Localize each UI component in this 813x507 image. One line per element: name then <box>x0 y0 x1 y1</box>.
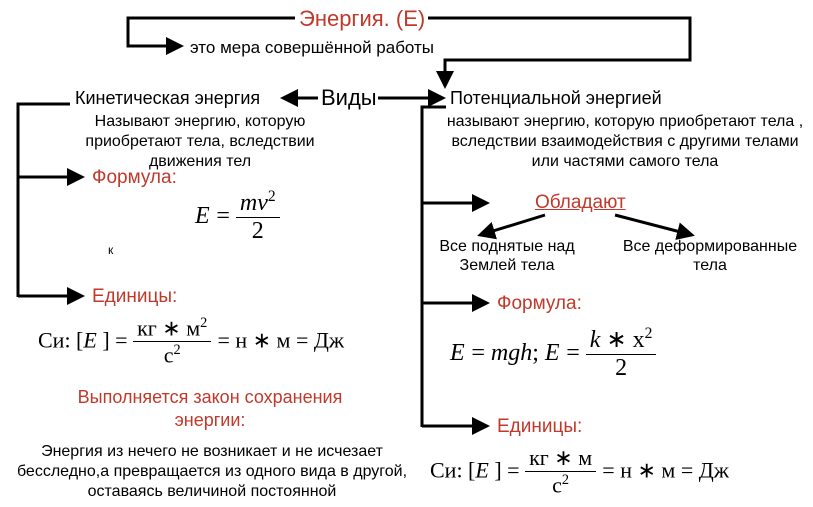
pot-eq2: = <box>566 340 586 366</box>
kinetic-formula: E = mv2 2 <box>195 188 280 245</box>
kin-frac: mv2 2 <box>236 188 280 245</box>
conservation-text: Энергия из нечего не возникает и не исче… <box>12 442 412 502</box>
possess-right: Все деформированные тела <box>610 237 810 275</box>
kin-u-num-sup: 2 <box>200 315 207 331</box>
pot-den: 2 <box>586 355 657 382</box>
pot-E1: E <box>450 340 465 366</box>
potential-name: Потенциальной энергией <box>450 88 662 109</box>
kin-u-den-sup: 2 <box>174 342 181 358</box>
pot-frac: k ∗ x2 2 <box>586 325 657 382</box>
kin-u-prefix: Си: [ <box>38 328 83 353</box>
kinetic-units-label: Единицы: <box>92 286 177 308</box>
potential-units-label: Единицы: <box>497 416 582 438</box>
kin-u-E: E <box>83 328 96 353</box>
conservation-heading: Выполняется закон сохранения энергии: <box>75 386 345 433</box>
arrow-title-right <box>428 18 690 86</box>
pot-num-sup: 2 <box>645 325 653 342</box>
page-title: Энергия. (E) <box>299 6 425 32</box>
pot-u-prefix: Си: [ <box>430 457 475 482</box>
potential-formula: E = mgh; E = k ∗ x2 2 <box>450 325 656 382</box>
kin-E: E <box>195 203 210 229</box>
pot-u-den: с <box>552 472 562 497</box>
pot-u-num: кг ∗ м <box>525 445 596 472</box>
types-label: Виды <box>321 85 377 111</box>
potential-formula-label: Формула: <box>497 293 582 315</box>
kin-u-tail: = н ∗ м = Дж <box>217 328 344 353</box>
pot-sep: ; <box>532 340 545 366</box>
pot-body1: mgh <box>491 340 532 366</box>
kin-u-den: с <box>164 343 174 368</box>
pot-E2: E <box>545 340 560 366</box>
pot-u-close: ] = <box>489 457 525 482</box>
pot-u-den-sup: 2 <box>562 472 569 488</box>
pot-num-ast: ∗ <box>600 327 632 353</box>
pot-num-x: x <box>633 327 645 353</box>
arrow-oblad-left <box>480 215 545 235</box>
definition-text: это мера совершённой работы <box>190 38 434 58</box>
arrow-oblad-right <box>615 215 692 235</box>
kinetic-sub-k: к <box>108 243 113 257</box>
possess-left: Все поднятые над Землей тела <box>427 237 587 275</box>
kinetic-units: Си: [E ] = кг ∗ м2 с2 = н ∗ м = Дж <box>38 315 344 369</box>
kinetic-name: Кинетическая энергия <box>75 88 260 109</box>
possess-label: Обладают <box>535 192 626 214</box>
pot-num-k: k <box>590 327 601 353</box>
kin-u-frac: кг ∗ м2 с2 <box>133 315 211 369</box>
pot-u-E: E <box>475 457 488 482</box>
pot-u-frac: кг ∗ м с2 <box>525 445 596 498</box>
pot-u-tail: = н ∗ м = Дж <box>602 457 729 482</box>
pot-eq1: = <box>471 340 491 366</box>
kin-num-sup: 2 <box>268 188 276 205</box>
kin-u-close: ] = <box>97 328 133 353</box>
kin-u-num: кг ∗ м <box>137 315 200 340</box>
kinetic-formula-label: Формула: <box>92 167 177 189</box>
potential-units: Си: [E ] = кг ∗ м с2 = н ∗ м = Дж <box>430 445 729 498</box>
kinetic-desc: Называют энергию, которую приобретают те… <box>60 112 340 172</box>
kin-den: 2 <box>236 218 280 245</box>
potential-desc: называют энергию, которую приобретают те… <box>440 112 810 172</box>
kin-eq: = <box>216 203 236 229</box>
kin-num: mv <box>240 190 268 216</box>
